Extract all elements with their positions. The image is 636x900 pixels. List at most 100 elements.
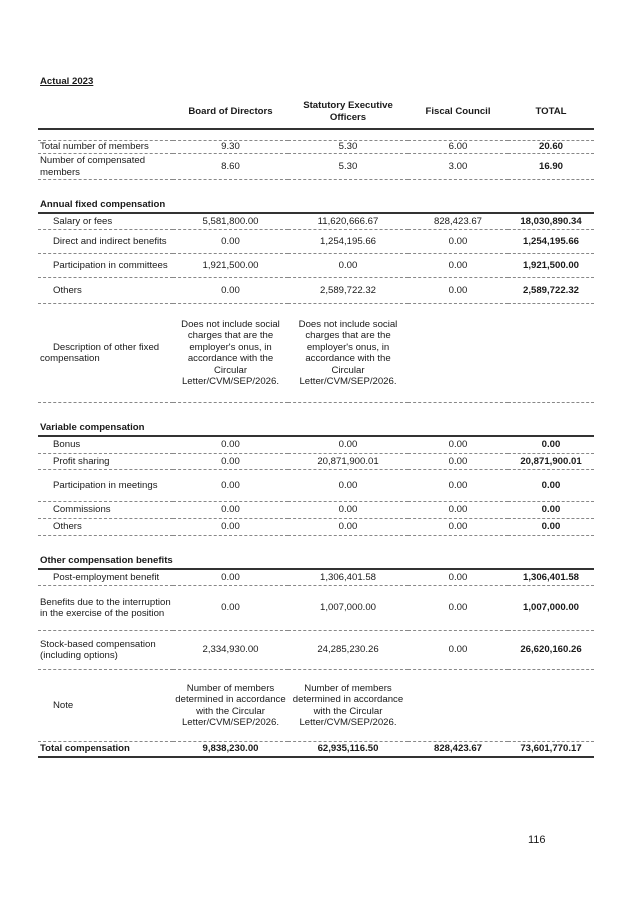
table-row: Bonus 0.00 0.00 0.00 0.00 <box>38 436 594 454</box>
table-row: Note Number of members determined in acco… <box>38 669 594 742</box>
value-cell: 0.00 <box>173 277 288 304</box>
column-header: Fiscal Council <box>408 95 508 130</box>
value-cell: 24,285,230.26 <box>288 630 408 670</box>
section-title: Variable compensation <box>38 402 594 437</box>
table-row: Total compensation 9,838,230.00 62,935,116… <box>38 741 594 758</box>
table-row: Participation in meetings 0.00 0.00 0.00 0.0… <box>38 469 594 502</box>
row-label: Others <box>38 518 173 536</box>
total-cell: 1,921,500.00 <box>508 253 594 278</box>
value-cell: 0.00 <box>173 585 288 631</box>
table-row: Others 0.00 2,589,722.32 0.00 2,589,722.32 <box>38 277 594 304</box>
total-cell: 18,030,890.34 <box>508 213 594 230</box>
value-cell: 5.30 <box>288 140 408 154</box>
row-label: Direct and indirect benefits <box>38 229 173 254</box>
row-label: Stock-based compensation (including opti… <box>38 630 173 670</box>
value-cell: 0.00 <box>408 569 508 586</box>
value-cell: 0.00 <box>288 469 408 502</box>
section-title: Other compensation benefits <box>38 535 594 570</box>
value-cell: 0.00 <box>288 518 408 536</box>
value-cell: 1,254,195.66 <box>288 229 408 254</box>
row-label: Note <box>38 669 173 742</box>
table-row: Number of compensated members 8.60 5.30 3.0… <box>38 153 594 180</box>
compensation-table: Board of Directors Statutory Executive Of… <box>38 95 594 758</box>
total-cell <box>508 669 594 742</box>
value-cell <box>408 303 508 403</box>
value-cell: 0.00 <box>288 253 408 278</box>
column-header <box>38 95 173 130</box>
value-cell: Number of members determined in accordan… <box>288 669 408 742</box>
header-row: Board of Directors Statutory Executive Of… <box>38 95 594 130</box>
value-cell: 0.00 <box>288 501 408 519</box>
total-cell: 0.00 <box>508 469 594 502</box>
row-label: Description of other fixed compensation <box>38 303 173 403</box>
table-cell <box>38 129 594 141</box>
value-cell: 20,871,900.01 <box>288 453 408 470</box>
value-cell: 1,921,500.00 <box>173 253 288 278</box>
total-cell: 20,871,900.01 <box>508 453 594 470</box>
row-label: Total compensation <box>38 741 173 758</box>
value-cell: 2,334,930.00 <box>173 630 288 670</box>
value-cell: 0.00 <box>408 253 508 278</box>
row-label: Total number of members <box>38 140 173 154</box>
section-title: Annual fixed compensation <box>38 179 594 214</box>
value-cell: 9.30 <box>173 140 288 154</box>
value-cell: 0.00 <box>408 436 508 454</box>
total-cell: 0.00 <box>508 518 594 536</box>
value-cell <box>408 669 508 742</box>
value-cell: 0.00 <box>173 436 288 454</box>
row-label: Participation in committees <box>38 253 173 278</box>
table-row: Profit sharing 0.00 20,871,900.01 0.00 20,87… <box>38 453 594 470</box>
row-label: Others <box>38 277 173 304</box>
spacer <box>38 129 594 141</box>
value-cell: 0.00 <box>408 277 508 304</box>
value-cell: 0.00 <box>173 518 288 536</box>
table-row: Salary or fees 5,581,800.00 11,620,666.67 8… <box>38 213 594 230</box>
table-row: Benefits due to the interruption in the … <box>38 585 594 631</box>
table-title: Actual 2023 <box>40 76 94 87</box>
column-header: TOTAL <box>508 95 594 130</box>
value-cell: 0.00 <box>408 469 508 502</box>
total-cell: 1,007,000.00 <box>508 585 594 631</box>
table-row: Total number of members 9.30 5.30 6.00 20.60 <box>38 140 594 154</box>
total-cell: 26,620,160.26 <box>508 630 594 670</box>
value-cell: 0.00 <box>408 518 508 536</box>
value-cell: 2,589,722.32 <box>288 277 408 304</box>
total-cell: 0.00 <box>508 436 594 454</box>
value-cell: 0.00 <box>173 501 288 519</box>
value-cell: 828,423.67 <box>408 741 508 758</box>
value-cell: 11,620,666.67 <box>288 213 408 230</box>
row-label: Profit sharing <box>38 453 173 470</box>
value-cell: 1,306,401.58 <box>288 569 408 586</box>
value-cell: 0.00 <box>173 453 288 470</box>
value-cell: 0.00 <box>408 630 508 670</box>
value-cell: 5.30 <box>288 153 408 180</box>
total-cell: 16.90 <box>508 153 594 180</box>
value-cell: Does not include social charges that are… <box>173 303 288 403</box>
total-cell: 73,601,770.17 <box>508 741 594 758</box>
value-cell: 0.00 <box>173 569 288 586</box>
total-cell: 1,254,195.66 <box>508 229 594 254</box>
row-label: Salary or fees <box>38 213 173 230</box>
total-cell: 2,589,722.32 <box>508 277 594 304</box>
section-header: Variable compensation <box>38 402 594 437</box>
table-row: Post-employment benefit 0.00 1,306,401.58 0… <box>38 569 594 586</box>
table-row: Participation in committees 1,921,500.00 0… <box>38 253 594 278</box>
row-label: Commissions <box>38 501 173 519</box>
value-cell: 9,838,230.00 <box>173 741 288 758</box>
value-cell: 828,423.67 <box>408 213 508 230</box>
value-cell: 5,581,800.00 <box>173 213 288 230</box>
row-label: Bonus <box>38 436 173 454</box>
table-row: Commissions 0.00 0.00 0.00 0.00 <box>38 501 594 519</box>
table-row: Stock-based compensation (including opti… <box>38 630 594 670</box>
total-cell: 1,306,401.58 <box>508 569 594 586</box>
table-row: Description of other fixed compensation D… <box>38 303 594 403</box>
value-cell: Number of members determined in accordan… <box>173 669 288 742</box>
value-cell: 8.60 <box>173 153 288 180</box>
total-cell: 0.00 <box>508 501 594 519</box>
value-cell: 0.00 <box>408 501 508 519</box>
value-cell: 0.00 <box>408 585 508 631</box>
value-cell: 0.00 <box>173 229 288 254</box>
row-label: Number of compensated members <box>38 153 173 180</box>
row-label: Participation in meetings <box>38 469 173 502</box>
value-cell: 3.00 <box>408 153 508 180</box>
